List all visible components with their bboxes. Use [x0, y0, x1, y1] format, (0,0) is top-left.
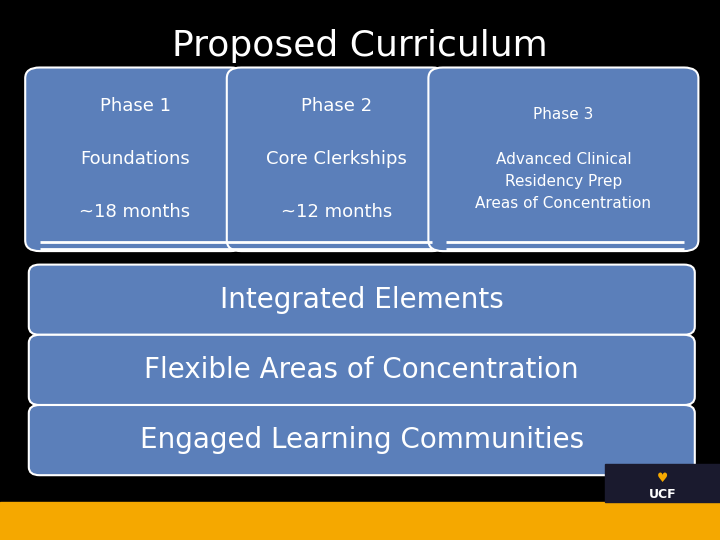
Text: Integrated Elements: Integrated Elements — [220, 286, 504, 314]
Text: Flexible Areas of Concentration: Flexible Areas of Concentration — [145, 356, 579, 384]
Text: Phase 3

Advanced Clinical
Residency Prep
Areas of Concentration: Phase 3 Advanced Clinical Residency Prep… — [475, 107, 652, 211]
Text: Engaged Learning Communities: Engaged Learning Communities — [140, 426, 584, 454]
FancyBboxPatch shape — [29, 335, 695, 405]
FancyBboxPatch shape — [227, 68, 446, 251]
Text: Phase 2

Core Clerkships

~12 months: Phase 2 Core Clerkships ~12 months — [266, 98, 407, 221]
Text: Proposed Curriculum: Proposed Curriculum — [172, 29, 548, 63]
FancyBboxPatch shape — [428, 68, 698, 251]
Text: Phase 1

Foundations

~18 months: Phase 1 Foundations ~18 months — [79, 98, 191, 221]
Bar — [0, 502, 720, 540]
FancyBboxPatch shape — [25, 68, 245, 251]
FancyBboxPatch shape — [29, 265, 695, 335]
Text: ♥: ♥ — [657, 472, 668, 485]
Bar — [605, 464, 720, 502]
FancyBboxPatch shape — [29, 405, 695, 475]
Text: UCF: UCF — [649, 488, 676, 501]
